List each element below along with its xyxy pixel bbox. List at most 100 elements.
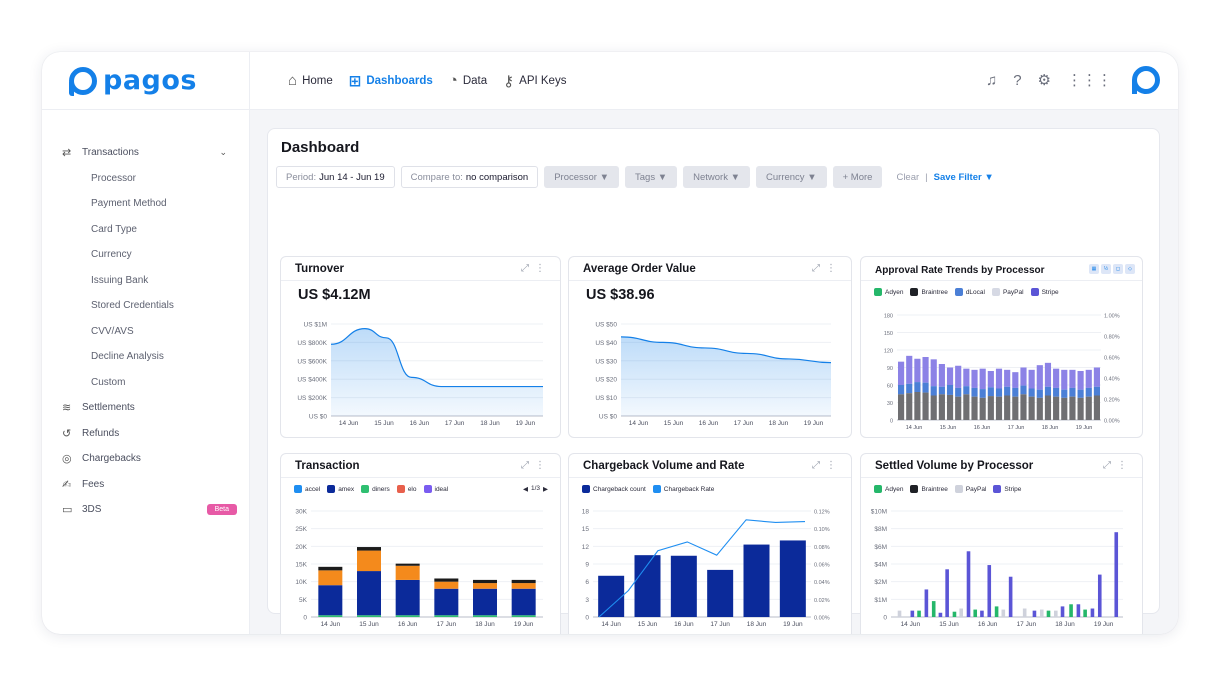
logo[interactable]: pagos <box>42 52 250 110</box>
legend-item[interactable]: elo <box>396 485 417 493</box>
nav-dashboards-label: Dashboards <box>366 74 433 87</box>
sidebar-subitem-custom[interactable]: Custom <box>42 370 249 396</box>
legend-item[interactable]: ideal <box>423 485 448 493</box>
y2-tick-label: 0.60% <box>1104 356 1120 362</box>
legend-label: Chargeback count <box>593 485 646 493</box>
card-title: Settled Volume by Processor <box>875 460 1034 472</box>
legend-label: diners <box>372 485 390 493</box>
compare-picker[interactable]: Compare to: no comparison <box>400 166 539 188</box>
more-vertical-icon[interactable]: ⋮ <box>826 263 842 274</box>
more-vertical-icon[interactable]: ⋮ <box>1117 460 1133 471</box>
legend-item[interactable]: Chargeback count <box>582 485 646 493</box>
x-tick-label: 17 Jun <box>710 621 730 628</box>
legend-item[interactable]: amex <box>327 485 354 493</box>
sidebar-item-label: Card Type <box>91 223 137 235</box>
legend-item[interactable]: dLocal <box>954 288 985 296</box>
approval-bar-braintree <box>1036 397 1043 420</box>
toggle-icon[interactable]: ½ <box>1101 264 1111 274</box>
sidebar-subitem-card-type[interactable]: Card Type <box>42 217 249 243</box>
currency-filter[interactable]: Currency ▼ <box>756 166 827 188</box>
sidebar-item-3ds[interactable]: ▭ 3DS Beta <box>42 497 249 523</box>
legend-swatch <box>396 485 405 493</box>
sidebar-subitem-decline-analysis[interactable]: Decline Analysis <box>42 344 249 370</box>
legend-item[interactable]: PayPal <box>954 485 986 493</box>
nav-api-keys[interactable]: ⚷ API Keys <box>503 72 566 90</box>
sidebar-subitem-cvv-avs[interactable]: CVV/AVS <box>42 319 249 345</box>
account-avatar[interactable] <box>1132 66 1160 94</box>
x-tick-label: 18 Jun <box>747 621 767 628</box>
sidebar-item-chargebacks[interactable]: ◎ Chargebacks <box>42 446 249 472</box>
settled-bar <box>980 610 984 617</box>
processor-filter[interactable]: Processor ▼ <box>544 166 620 188</box>
y-tick-label: 120 <box>884 349 893 355</box>
help-icon[interactable]: ? <box>1013 71 1022 89</box>
x-tick-label: 14 Jun <box>321 621 341 628</box>
sidebar-subitem-issuing-bank[interactable]: Issuing Bank <box>42 268 249 294</box>
toggle-icon[interactable]: ◻ <box>1113 264 1123 274</box>
legend-item[interactable]: Braintree <box>910 485 948 493</box>
y-tick-label: $4M <box>874 562 887 569</box>
period-picker[interactable]: Period: Jun 14 - Jun 19 <box>276 166 395 188</box>
turnover-card: Turnover ⤢⋮ US $4.12M US $0 US $200K US $4… <box>280 256 561 438</box>
legend-item[interactable]: PayPal <box>991 288 1024 296</box>
legend-item[interactable]: Stripe <box>1030 288 1059 296</box>
y2-tick-label: 0.04% <box>814 580 830 586</box>
toggle-icon[interactable]: ◇ <box>1125 264 1135 274</box>
settled-bar <box>1076 604 1081 617</box>
chevron-down-icon[interactable]: ⌄ <box>219 147 227 158</box>
legend-item[interactable]: accel <box>294 485 320 493</box>
legend-swatch <box>954 485 963 493</box>
nav-home[interactable]: ⌂ Home <box>288 72 333 89</box>
sidebar-subitem-stored-credentials[interactable]: Stored Credentials <box>42 293 249 319</box>
expand-icon[interactable]: ⤢ <box>521 460 535 471</box>
tags-filter[interactable]: Tags ▼ <box>625 166 678 188</box>
more-vertical-icon[interactable]: ⋮ <box>535 460 551 471</box>
approval-bar-stripe <box>1061 369 1068 390</box>
nav-data[interactable]: ◔ Data <box>449 72 487 89</box>
gear-icon[interactable]: ⚙ <box>1037 72 1051 89</box>
more-vertical-icon[interactable]: ⋮ <box>535 263 551 274</box>
sidebar-subitem-currency[interactable]: Currency <box>42 242 249 268</box>
approval-bar-dlocal <box>1085 387 1092 397</box>
more-filters-button[interactable]: + More <box>832 166 883 188</box>
toggle-icon[interactable]: ▦ <box>1089 264 1099 274</box>
save-filter-button[interactable]: Save Filter ▼ <box>933 171 994 183</box>
approval-bar-stripe <box>946 367 954 385</box>
sidebar-subitem-processor[interactable]: Processor <box>42 166 249 192</box>
legend-item[interactable]: Braintree <box>910 288 948 296</box>
legend-item[interactable]: Chargeback Rate <box>652 485 714 493</box>
legend-item[interactable]: diners <box>361 485 390 493</box>
approval-bar-stripe <box>1004 369 1011 387</box>
expand-icon[interactable]: ⤢ <box>812 263 826 274</box>
sidebar-item-settlements[interactable]: ≋ Settlements <box>42 395 249 421</box>
more-vertical-icon[interactable]: ⋮ <box>826 460 842 471</box>
legend-item[interactable]: Adyen <box>874 288 903 296</box>
expand-icon[interactable]: ⤢ <box>812 460 826 471</box>
y2-tick-label: 0.00% <box>814 616 830 622</box>
chevron-left-icon[interactable]: ◀ <box>522 486 528 493</box>
nav-dashboards[interactable]: ⊞ Dashboards <box>349 72 433 90</box>
card-divider <box>861 477 1142 478</box>
sidebar-item-fees[interactable]: ✍ Fees <box>42 472 249 498</box>
settled-bar <box>1032 610 1037 617</box>
settled-bar <box>917 610 921 617</box>
clear-filters-link[interactable]: Clear <box>896 171 920 183</box>
legend-item[interactable]: Stripe <box>993 485 1021 493</box>
approval-bar-braintree <box>1020 394 1027 420</box>
expand-icon[interactable]: ⤢ <box>521 263 535 274</box>
legend-item[interactable]: Adyen <box>874 485 903 493</box>
network-filter[interactable]: Network ▼ <box>683 166 751 188</box>
sidebar-item-refunds[interactable]: ↺ Refunds <box>42 421 249 447</box>
sidebar-item-label: Payment Method <box>91 198 167 210</box>
x-tick-label: 18 Jun <box>1042 425 1059 431</box>
apps-grid-icon[interactable]: ⋮⋮⋮ <box>1067 72 1112 89</box>
sidebar-subitem-payment-method[interactable]: Payment Method <box>42 191 249 217</box>
page-title: Dashboard <box>281 139 360 156</box>
sidebar-item-transactions[interactable]: ⇄ Transactions ⌄ <box>42 140 249 166</box>
expand-icon[interactable]: ⤢ <box>1103 460 1117 471</box>
bell-icon[interactable]: ♫ <box>985 71 998 89</box>
x-tick-label: 14 Jun <box>906 425 923 431</box>
chevron-right-icon[interactable]: ▶ <box>543 486 548 493</box>
x-tick-label: 17 Jun <box>1008 425 1025 431</box>
transaction-bar-segment <box>511 583 536 589</box>
